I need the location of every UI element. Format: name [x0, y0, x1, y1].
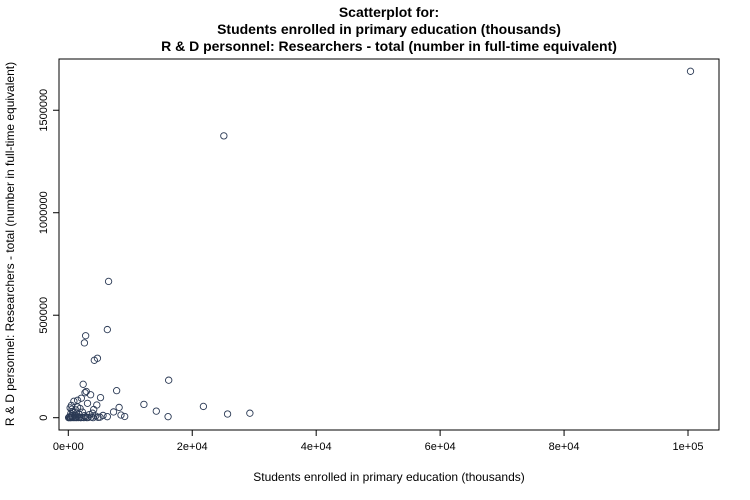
- scatter-point: [115, 403, 123, 412]
- y-tick-label: 0: [38, 415, 50, 421]
- scatter-point: [199, 402, 208, 411]
- scatter-point: [67, 401, 76, 410]
- scatter-point: [686, 67, 695, 75]
- scatter-point: [64, 414, 73, 422]
- scatter-point: [140, 400, 148, 409]
- x-axis-label: Students enrolled in primary education (…: [253, 470, 525, 484]
- scatter-point: [70, 397, 78, 405]
- chart-title-line-1: Scatterplot for:: [339, 4, 439, 20]
- scatter-point: [83, 414, 91, 422]
- scatter-point: [117, 411, 125, 419]
- x-tick-label: 8e+04: [549, 441, 580, 453]
- y-tick-label: 1500000: [38, 89, 50, 132]
- chart-title: Scatterplot for: Students enrolled in pr…: [161, 4, 617, 54]
- scatter-point: [80, 339, 89, 347]
- scatter-point: [77, 394, 85, 402]
- scatter-point: [220, 132, 228, 140]
- scatter-point: [112, 386, 121, 395]
- x-tick-label: 1e+05: [673, 441, 704, 453]
- y-tick-label: 500000: [38, 297, 50, 334]
- chart-title-line-3: R & D personnel: Researchers - total (nu…: [161, 38, 617, 54]
- scatter-point: [164, 413, 172, 421]
- scatter-point: [246, 409, 254, 417]
- scatter-points: [64, 67, 695, 422]
- y-tick-label: 1000000: [38, 191, 50, 234]
- scatter-point: [104, 277, 113, 286]
- scatter-point: [121, 412, 129, 421]
- scatter-point: [103, 413, 111, 421]
- scatter-point: [165, 376, 173, 384]
- scatter-point: [109, 408, 118, 416]
- scatter-point: [80, 413, 88, 422]
- scatter-point: [152, 407, 160, 415]
- scatter-point: [94, 413, 102, 421]
- scatter-point: [79, 380, 87, 388]
- y-axis: 0 500000 1000000 1500000: [38, 89, 60, 421]
- scatter-point: [74, 413, 82, 422]
- scatter-point: [90, 356, 98, 364]
- scatter-point: [86, 391, 95, 399]
- x-tick-label: 2e+04: [177, 441, 208, 453]
- plot-frame: [58, 58, 720, 431]
- scatter-point: [103, 325, 111, 334]
- scatter-point: [83, 399, 92, 408]
- scatter-point: [93, 401, 101, 409]
- x-axis: 0e+00 2e+04 4e+04 6e+04 8e+04 1e+05: [53, 429, 704, 453]
- x-tick-label: 6e+04: [425, 441, 456, 453]
- scatter-point: [96, 393, 105, 402]
- scatter-point: [81, 332, 90, 340]
- x-tick-label: 4e+04: [301, 441, 332, 453]
- chart-title-line-2: Students enrolled in primary education (…: [217, 21, 561, 37]
- x-tick-label: 0e+00: [53, 441, 84, 453]
- scatter-point: [223, 410, 232, 418]
- y-axis-label: R & D personnel: Researchers - total (nu…: [3, 62, 17, 426]
- scatter-point: [90, 405, 98, 414]
